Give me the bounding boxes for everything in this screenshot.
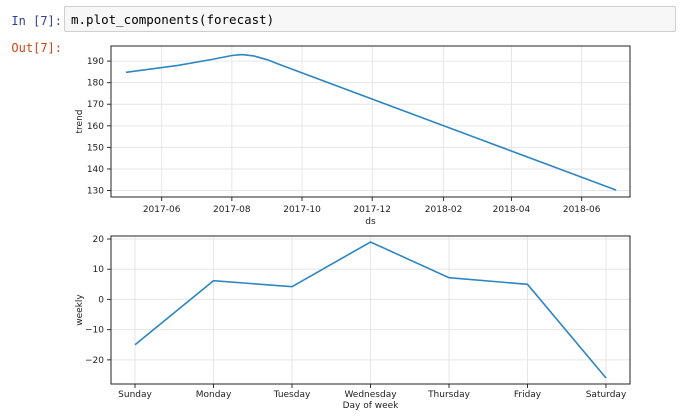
cell-output: 2017-06 2017-08 2017-10 2017-12 2018-02 2018-… — [64, 36, 683, 412]
weekly-axes-frame — [110, 235, 631, 385]
trend-axes-frame — [110, 45, 631, 198]
weekly-x-tick-label: Monday — [196, 390, 232, 400]
trend-y-tick-label: 150 — [87, 143, 104, 153]
trend-x-tick-label: 2018-02 — [425, 205, 463, 215]
weekly-y-tick-label: 20 — [93, 235, 105, 245]
trend-y-tick-label: 180 — [87, 79, 104, 89]
weekly-x-tick-label: Thursday — [427, 390, 471, 400]
weekly-y-tick-label: −10 — [85, 326, 104, 336]
weekly-x-tick-label: Wednesday — [344, 390, 397, 400]
weekly-x-tick-label: Saturday — [586, 390, 627, 400]
trend-x-tick-label: 2017-06 — [143, 205, 181, 215]
trend-x-axis-label: ds — [365, 217, 376, 227]
input-prompt: In [7]: — [11, 14, 62, 28]
components-figure: 2017-06 2017-08 2017-10 2017-12 2018-02 2018-… — [75, 45, 631, 411]
trend-x-tick-label: 2017-12 — [353, 205, 391, 215]
trend-y-tick-label: 190 — [87, 57, 104, 67]
weekly-x-tick-label: Tuesday — [273, 390, 311, 400]
weekly-x-tick-label: Sunday — [118, 390, 152, 400]
trend-x-tick-label: 2017-08 — [213, 205, 251, 215]
trend-x-tick-label: 2018-04 — [493, 205, 531, 215]
trend-x-tick-label: 2018-06 — [563, 205, 601, 215]
trend-y-tick-label: 160 — [87, 122, 104, 132]
weekly-x-tick-label: Friday — [514, 390, 542, 400]
weekly-y-axis-label: weekly — [75, 294, 85, 326]
code-text[interactable]: m.plot_components(forecast) — [71, 12, 275, 27]
weekly-x-axis-label: Day of week — [343, 401, 400, 411]
weekly-y-tick-label: 10 — [93, 265, 105, 275]
code-cell-input[interactable]: m.plot_components(forecast) — [64, 6, 676, 32]
trend-y-axis-label: trend — [75, 110, 85, 134]
weekly-series-line — [134, 241, 607, 379]
trend-y-tick-label: 140 — [87, 165, 104, 175]
weekly-y-tick-label: −20 — [85, 356, 104, 366]
weekly-y-tick-label: 0 — [98, 295, 104, 305]
trend-y-tick-label: 170 — [87, 100, 104, 110]
trend-x-tick-label: 2017-10 — [283, 205, 321, 215]
output-prompt: Out[7]: — [11, 41, 62, 55]
trend-y-tick-label: 130 — [87, 187, 104, 197]
trend-series-line — [125, 53, 617, 191]
